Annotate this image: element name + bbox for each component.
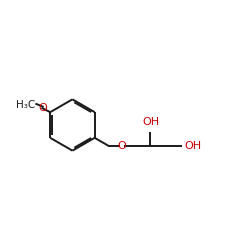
- Text: OH: OH: [185, 141, 202, 151]
- Text: OH: OH: [142, 118, 159, 128]
- Text: O: O: [118, 141, 126, 151]
- Text: H₃C: H₃C: [16, 100, 35, 110]
- Text: O: O: [38, 103, 47, 113]
